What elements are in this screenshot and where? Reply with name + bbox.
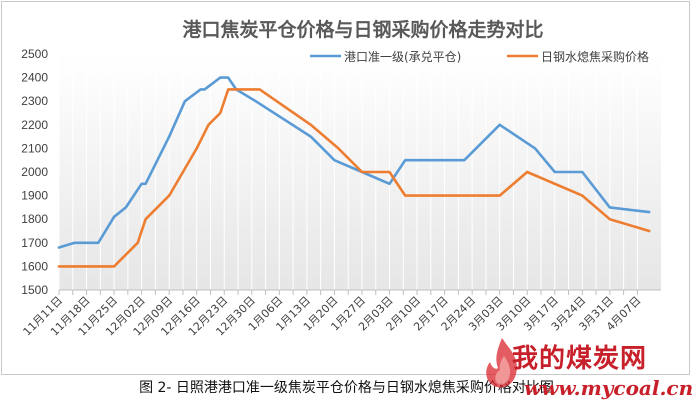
y-axis: 1500 1600 1700 1800 1900 2000 2100 2200 2300 2400… <box>21 47 48 297</box>
chart-frame: 港口焦炭平仓价格与日钢采购价格走势对比 1500 1600 1700 1800 1900… <box>1 1 690 375</box>
watermark-url: www.mycoal.cn <box>524 376 693 400</box>
figure-caption: 图 2- 日照港港口准一级焦炭平仓价格与日钢水熄焦采购价格对比图 <box>139 380 554 396</box>
y-tick-label: 1500 <box>21 283 48 297</box>
series-line-1 <box>57 76 651 249</box>
legend-label-2: 日钢水熄焦采购价格 <box>541 49 649 64</box>
y-tick-label: 1600 <box>21 259 48 273</box>
y-tick-label: 2400 <box>21 71 48 85</box>
y-tick-label: 2000 <box>21 165 48 179</box>
flame-icon <box>486 338 517 388</box>
x-axis: 11月11日11月18日11月25日12月02日12月09日12月16日12月2… <box>21 289 661 338</box>
line-chart: 港口焦炭平仓价格与日钢采购价格走势对比 1500 1600 1700 1800 1900… <box>21 18 661 338</box>
y-tick-label: 2100 <box>21 141 48 155</box>
legend-label-1: 港口准一级(承兑平仓) <box>344 50 461 64</box>
legend: 港口准一级(承兑平仓) 日钢水熄焦采购价格 <box>310 49 649 64</box>
y-tick-label: 1700 <box>21 236 48 250</box>
series-lines <box>57 76 651 268</box>
y-tick-label: 1800 <box>21 212 48 226</box>
watermark-text: 我的煤炭网 <box>512 344 648 374</box>
series-line-2 <box>57 88 651 268</box>
y-tick-label: 2500 <box>21 47 48 61</box>
y-tick-label: 2200 <box>21 118 48 132</box>
chart-title: 港口焦炭平仓价格与日钢采购价格走势对比 <box>182 18 543 41</box>
watermark-logo: 我的煤炭网 www.mycoal.cn <box>480 334 693 406</box>
y-tick-label: 2300 <box>21 94 48 108</box>
y-tick-label: 1900 <box>21 189 48 203</box>
